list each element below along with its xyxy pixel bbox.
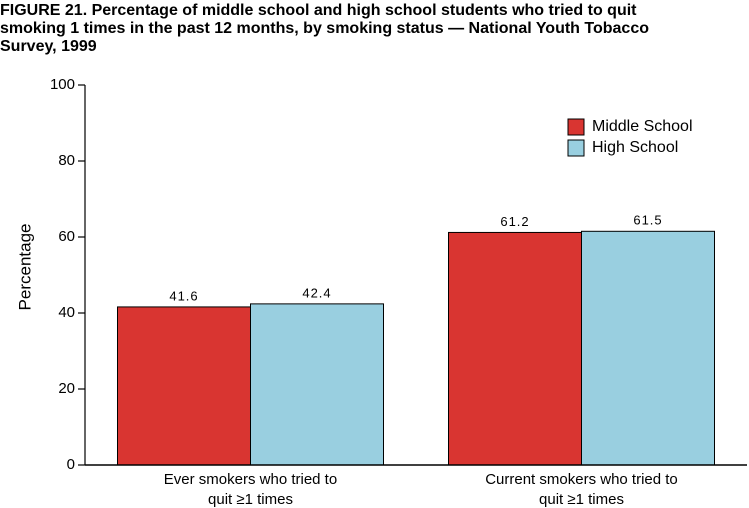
bar — [250, 303, 384, 466]
value-label: 61.5 — [633, 213, 662, 228]
chart-title: smoking 1 times in the past 12 months, b… — [0, 20, 649, 37]
chart-title: Survey, 1999 — [0, 38, 97, 55]
y-axis-label: Percentage — [15, 224, 34, 311]
y-tick-label: 60 — [58, 228, 75, 245]
x-tick-label: Current smokers who tried to — [485, 471, 678, 488]
y-tick-label: 80 — [58, 152, 75, 169]
value-label: 42.4 — [302, 285, 331, 300]
y-tick-label: 0 — [67, 456, 75, 473]
x-tick-label: quit ≥1 times — [208, 491, 293, 508]
bar — [581, 230, 715, 466]
value-label: 41.6 — [169, 288, 198, 303]
y-tick-label: 40 — [58, 304, 75, 321]
value-label: 61.2 — [500, 214, 529, 229]
legend-label: Middle School — [592, 118, 693, 135]
chart-title: FIGURE 21. Percentage of middle school a… — [0, 2, 637, 19]
y-tick-label: 100 — [50, 76, 75, 93]
x-tick-label: Ever smokers who tried to — [164, 471, 337, 488]
legend-label: High School — [592, 139, 678, 156]
bar — [448, 231, 582, 466]
x-tick-label: quit ≥1 times — [539, 491, 624, 508]
legend-swatch — [567, 139, 585, 157]
y-tick-label: 20 — [58, 380, 75, 397]
bar — [117, 306, 251, 466]
legend-swatch — [567, 118, 585, 136]
